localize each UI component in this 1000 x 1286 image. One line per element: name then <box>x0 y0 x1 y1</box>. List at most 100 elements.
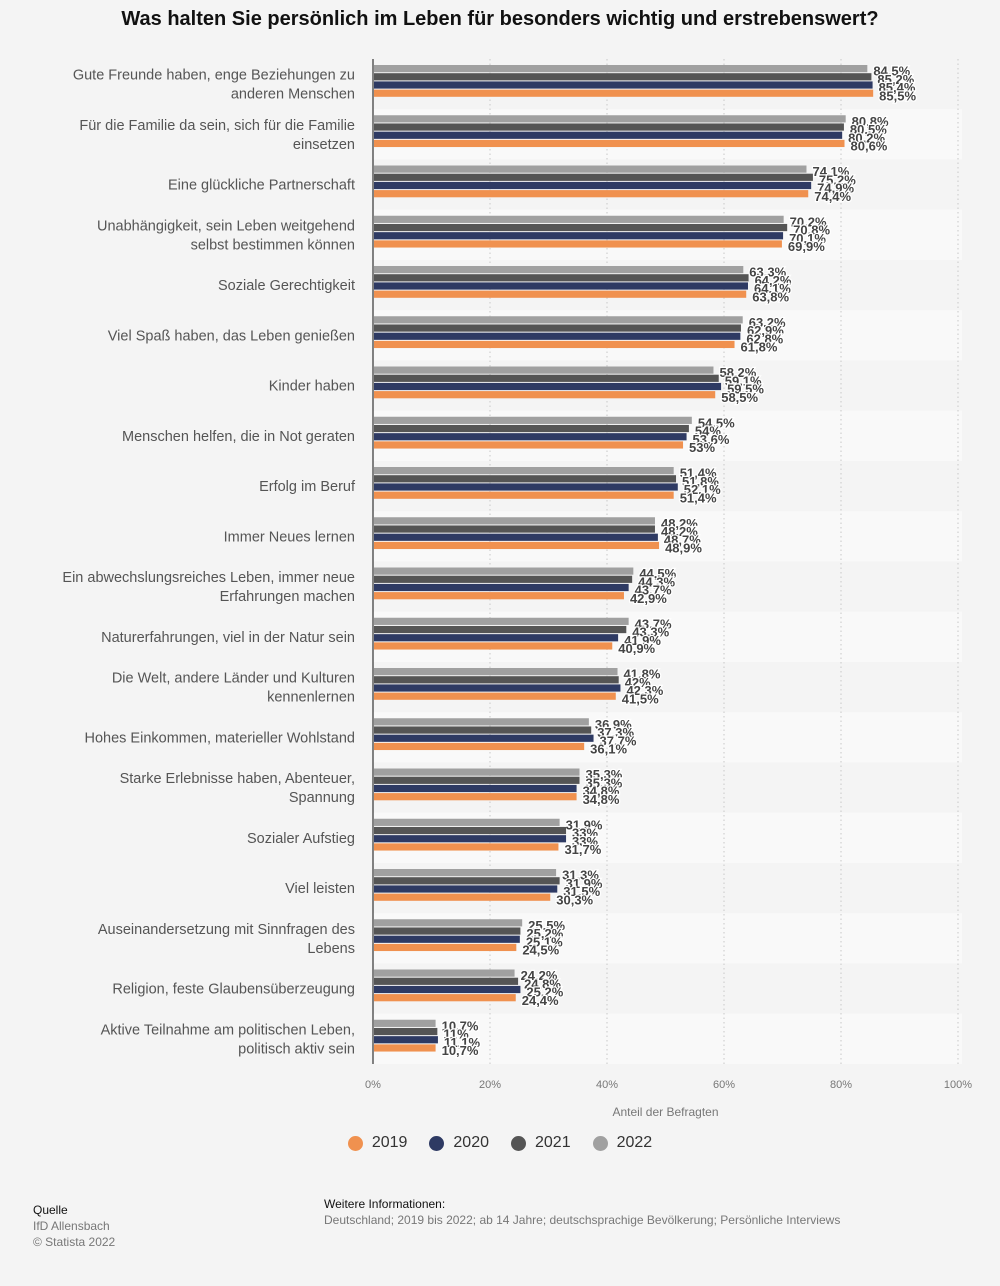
bar-2020 <box>374 583 629 592</box>
bar-2021 <box>374 1027 438 1036</box>
legend-item-2019[interactable]: 2019 <box>347 1134 407 1152</box>
data-label: 80,8% <box>852 114 889 129</box>
data-label: 35,3% <box>586 775 623 790</box>
category-label: Immer Neues lernen <box>224 529 355 545</box>
data-label: 59,5% <box>727 382 764 397</box>
bar-2020 <box>374 634 619 642</box>
bar-2021 <box>374 73 872 81</box>
legend-item-2020[interactable]: 2020 <box>429 1134 489 1152</box>
data-label: 24,4% <box>522 993 559 1008</box>
category-label-line: Für die Familie da sein, sich für die Fa… <box>79 118 355 134</box>
legend-dot-2021 <box>511 1135 526 1151</box>
bar-2021 <box>374 424 689 433</box>
category-label-line: Erfahrungen machen <box>220 589 355 605</box>
data-label: 43,3% <box>632 625 669 640</box>
data-label: 52,1% <box>684 482 721 497</box>
bar-2019 <box>374 793 577 801</box>
bar-2022 <box>374 517 655 525</box>
data-label: 51,4% <box>680 466 717 481</box>
category-label-line: Viel leisten <box>285 881 355 897</box>
data-label: 74,4% <box>814 189 851 204</box>
category-label: Aktive Teilnahme am politischen Leben, po… <box>101 1022 355 1057</box>
bar-2021 <box>374 575 633 583</box>
bar-2019 <box>374 843 559 851</box>
bar-2020 <box>374 1036 438 1044</box>
legend-item-2022[interactable]: 2022 <box>592 1134 652 1152</box>
bar-2022 <box>374 818 560 826</box>
data-label: 25,2% <box>526 926 563 941</box>
data-label: 11,1% <box>444 1035 481 1050</box>
bar-2021 <box>374 625 627 634</box>
category-label-line: Spannung <box>289 790 355 806</box>
data-label: 54,5% <box>698 415 735 430</box>
data-label: 85,2% <box>877 72 914 87</box>
category-label-line: Religion, feste Glaubensüberzeugung <box>112 982 355 998</box>
category-label-line: Immer Neues lernen <box>224 529 355 545</box>
category-label-line: Die Welt, andere Länder und Kulturen <box>112 671 355 687</box>
category-label-line: Naturerfahrungen, viel in der Natur sein <box>101 630 355 646</box>
bar-2021 <box>374 676 619 684</box>
bar-2019 <box>374 190 809 198</box>
data-label: 62,8% <box>746 331 783 346</box>
data-label: 37,7% <box>600 733 637 748</box>
data-label: 24,8% <box>524 976 561 991</box>
category-label-line: Hohes Einkommen, materieller Wohlstand <box>84 730 355 746</box>
bar-2020 <box>374 232 784 240</box>
bar-2019 <box>374 290 747 298</box>
x-tick-label: 20% <box>479 1079 501 1091</box>
bar-2019 <box>374 491 674 499</box>
data-label: 34,8% <box>583 792 620 807</box>
data-label: 10,7% <box>442 1018 479 1033</box>
data-label: 10,7% <box>442 1043 479 1058</box>
data-label: 63,3% <box>749 265 786 280</box>
category-label-line: Viel Spaß haben, das Leben genießen <box>108 328 355 344</box>
bar-2020 <box>374 835 567 843</box>
category-label-line: Unabhängigkeit, sein Leben weitgehend <box>97 218 355 234</box>
category-label-line: Ein abwechslungsreiches Leben, immer neu… <box>62 570 355 586</box>
category-label: Viel Spaß haben, das Leben genießen <box>108 328 355 344</box>
data-label: 25,1% <box>526 934 563 949</box>
data-label: 70,8% <box>793 223 830 238</box>
legend-item-2021[interactable]: 2021 <box>511 1134 571 1152</box>
category-label: Starke Erlebnisse haben, Abenteuer, Spann… <box>120 771 355 806</box>
data-label: 61,8% <box>741 340 778 355</box>
data-label: 84,5% <box>873 64 910 79</box>
bar-2020 <box>374 533 658 541</box>
data-label: 80,2% <box>848 130 885 145</box>
bar-2020 <box>374 181 812 190</box>
legend-dot-2022 <box>592 1135 608 1151</box>
data-label: 33% <box>572 826 598 841</box>
bar-2021 <box>374 123 844 131</box>
data-label: 70,1% <box>789 231 826 246</box>
x-axis-title: Anteil der Befragten <box>612 1105 718 1119</box>
source-heading: Quelle <box>33 1203 68 1217</box>
data-label: 41,8% <box>624 667 661 682</box>
category-label: Unabhängigkeit, sein Leben weitgehend sel… <box>97 218 355 253</box>
category-label-line: Sozialer Aufstieg <box>247 831 355 847</box>
bar-2020 <box>374 81 873 89</box>
category-label-line: Lebens <box>307 941 355 957</box>
data-label: 34,8% <box>583 784 620 799</box>
bar-2019 <box>374 592 624 600</box>
bar-2021 <box>374 173 813 181</box>
data-label: 48,2% <box>661 516 698 531</box>
bar-2019 <box>374 742 585 751</box>
data-label: 42,3% <box>626 683 663 698</box>
bar-2021 <box>374 475 677 483</box>
category-label: Soziale Gerechtigkeit <box>218 278 355 294</box>
bar-2021 <box>374 877 560 885</box>
data-label: 74,1% <box>812 164 849 179</box>
legend-label: 2021 <box>535 1134 571 1151</box>
category-label: Hohes Einkommen, materieller Wohlstand <box>84 730 355 746</box>
data-label: 25,5% <box>528 918 565 933</box>
bar-2022 <box>374 65 868 73</box>
bar-2021 <box>374 776 580 784</box>
info-heading: Weitere Informationen: <box>324 1197 446 1211</box>
data-label: 51,8% <box>682 474 719 489</box>
data-label: 31,3% <box>562 868 599 883</box>
bar-2021 <box>374 223 788 232</box>
info-text: Deutschland; 2019 bis 2022; ab 14 Jahre;… <box>324 1213 841 1227</box>
data-label: 63,8% <box>752 289 789 304</box>
x-tick-label: 100% <box>944 1079 972 1091</box>
bar-2022 <box>374 668 618 676</box>
